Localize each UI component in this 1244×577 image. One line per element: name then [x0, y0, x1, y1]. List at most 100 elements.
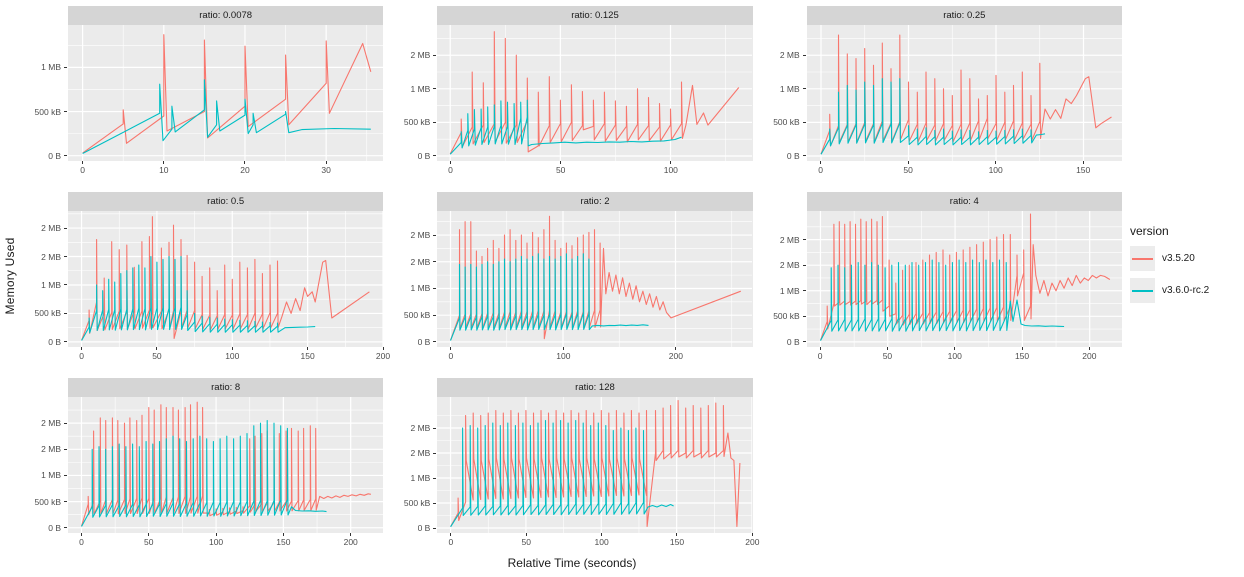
series-line-v3.6.0-rc.2: [450, 253, 649, 341]
x-tick-label: 200: [745, 537, 760, 547]
facet-panel: [437, 211, 753, 347]
facet-strip-label: ratio: 0.125: [437, 6, 753, 25]
x-axis-tick-labels: 0 50 100 150: [807, 161, 1122, 178]
y-tick-label: 1 MB: [779, 83, 800, 94]
x-tick-mark: [156, 347, 158, 350]
y-tick-label: 500 kB: [403, 117, 431, 128]
series-line-v3.5.20: [81, 216, 370, 341]
panel-plot: [437, 397, 753, 533]
y-tick-mark: [802, 155, 806, 157]
y-tick-label: 0 B: [786, 150, 800, 161]
facet-grid: ratio: 0.0078 0 B 500 kB 1 MB 0 10 20 30 ratio: …: [22, 6, 1122, 550]
facet-strip-label: ratio: 4: [806, 192, 1122, 211]
y-tick-label: 2 MB: [41, 223, 61, 234]
facet-2: ratio: 2 0 B 500 kB 1 MB 2 MB 2 MB 0 100 200: [391, 192, 753, 364]
facet-panel: [68, 25, 384, 161]
x-axis-tick-labels: 0 100 200: [437, 347, 752, 364]
facet-panel: [806, 211, 1122, 347]
x-tick-label: 0: [79, 537, 84, 547]
y-tick-label: 1 MB: [410, 473, 431, 483]
facet-panel: [68, 211, 384, 347]
x-tick-mark: [215, 533, 217, 536]
y-tick-mark: [802, 315, 806, 317]
x-tick-mark: [907, 161, 909, 164]
series-line-v3.5.20: [819, 213, 1110, 341]
y-tick-label: 2 MB: [41, 418, 61, 429]
y-tick-mark: [433, 341, 437, 343]
y-tick-mark: [433, 261, 437, 263]
x-tick-label: 100: [594, 537, 609, 547]
y-tick-mark: [64, 341, 67, 343]
facet-strip-label: ratio: 128: [437, 378, 753, 397]
panel-plot: [806, 25, 1122, 161]
x-tick-label: 30: [321, 165, 331, 175]
y-tick-mark: [64, 155, 67, 157]
y-tick-label: 2 MB: [779, 50, 800, 61]
x-tick-mark: [751, 533, 753, 536]
y-axis-tick-labels: 0 B 500 kB 1 MB 2 MB 2 MB: [22, 397, 68, 533]
x-axis-tick-labels: 0 50 100 150 200: [68, 347, 390, 364]
legend-key-line-icon: [1132, 257, 1153, 260]
x-tick-label: 50: [555, 165, 566, 175]
panel-plot: [68, 25, 383, 161]
y-tick-label: 2 MB: [410, 50, 431, 61]
x-tick-mark: [995, 161, 997, 164]
x-tick-label: 0: [817, 351, 823, 361]
y-tick-mark: [433, 427, 437, 429]
x-axis-tick-labels: 0 50 100: [437, 161, 752, 178]
legend-key: [1130, 246, 1155, 271]
y-tick-mark: [433, 88, 437, 90]
y-tick-mark: [64, 474, 67, 476]
panel-plot: [68, 397, 383, 533]
x-tick-mark: [954, 347, 956, 350]
y-tick-mark: [64, 422, 67, 424]
y-tick-label: 0 B: [786, 336, 800, 347]
y-tick-label: 500 kB: [403, 498, 431, 508]
x-tick-mark: [560, 161, 562, 164]
y-tick-mark: [802, 290, 806, 292]
x-tick-mark: [886, 347, 888, 350]
series-line-v3.5.20: [450, 31, 740, 155]
y-tick-label: 2 MB: [41, 444, 61, 455]
x-tick-mark: [819, 347, 821, 350]
y-tick-mark: [802, 121, 806, 123]
y-tick-label: 1 MB: [41, 62, 61, 73]
y-axis-tick-labels: 0 B 500 kB 1 MB 2 MB 2 MB: [391, 397, 437, 533]
y-tick-mark: [433, 477, 437, 479]
x-tick-mark: [81, 347, 83, 350]
x-tick-label: 50: [144, 537, 154, 547]
y-tick-mark: [433, 121, 437, 123]
series-line-v3.6.0-rc.2: [450, 419, 675, 528]
legend-item: v3.6.0-rc.2: [1130, 278, 1242, 303]
y-tick-mark: [64, 448, 67, 450]
x-axis-tick-labels: 0 50 100 150 200: [437, 533, 759, 550]
y-tick-label: 2 MB: [779, 234, 800, 245]
facet-strip-label: ratio: 0.0078: [68, 6, 384, 25]
y-axis-title: Memory Used: [3, 237, 17, 315]
legend-title: version: [1130, 224, 1169, 238]
y-tick-label: 0 B: [48, 336, 61, 347]
y-axis-tick-labels: 0 B 500 kB 1 MB 2 MB 2 MB: [22, 211, 68, 347]
x-tick-label: 100: [208, 537, 224, 547]
y-tick-label: 500 kB: [773, 311, 800, 322]
x-tick-label: 100: [556, 351, 571, 361]
series-line-v3.5.20: [82, 34, 372, 154]
x-tick-label: 100: [663, 165, 678, 175]
y-tick-label: 0 B: [417, 150, 431, 161]
x-axis-tick-labels: 0 50 100 150 200: [807, 347, 1122, 364]
x-tick-label: 50: [152, 351, 162, 361]
y-tick-mark: [433, 314, 437, 316]
series-line-v3.6.0-rc.2: [82, 79, 371, 154]
y-tick-mark: [802, 264, 806, 266]
y-axis-tick-labels: 0 B 500 kB 1 MB 2 MB: [391, 25, 437, 161]
y-tick-mark: [802, 341, 806, 343]
y-axis-tick-labels: 0 B 500 kB 1 MB 2 MB: [761, 25, 807, 161]
y-tick-label: 0 B: [48, 522, 61, 533]
x-tick-label: 0: [79, 351, 84, 361]
legend-key-line-icon: [1132, 289, 1153, 292]
y-tick-mark: [64, 284, 67, 286]
x-tick-label: 200: [375, 351, 391, 361]
facet-strip-label: ratio: 0.5: [68, 192, 384, 211]
series-line-v3.6.0-rc.2: [819, 259, 1064, 341]
